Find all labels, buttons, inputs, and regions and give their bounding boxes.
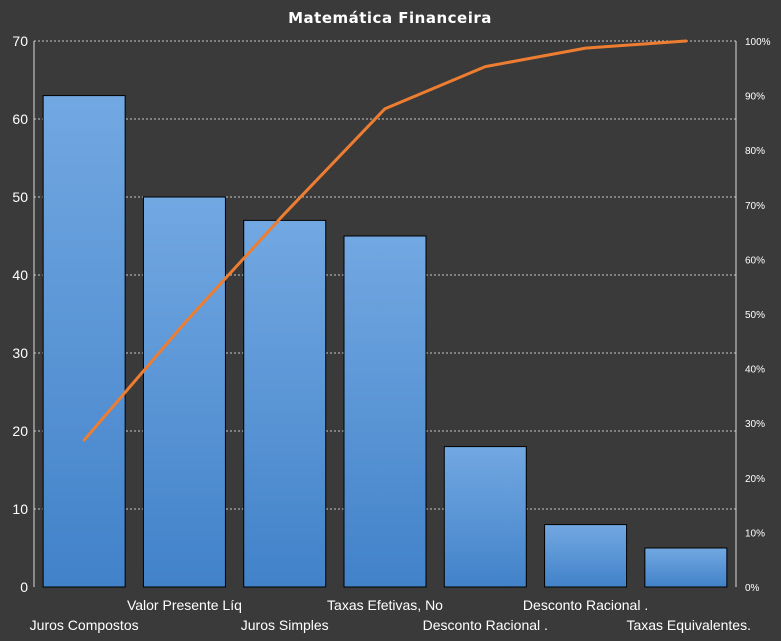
- left-axis-tick-label: 40: [12, 267, 28, 283]
- right-axis-tick-label: 80%: [745, 146, 765, 157]
- left-axis-ticks: 0 10 20 30 40 50 60 70: [12, 33, 28, 595]
- category-label: Taxas Equivalentes.: [626, 617, 751, 633]
- bar: [243, 219, 327, 588]
- cumulative-line: [82, 39, 688, 442]
- left-axis-tick-label: 70: [12, 33, 28, 49]
- left-axis-tick-label: 10: [12, 501, 28, 517]
- bar: [343, 235, 427, 588]
- cumulative-line-series: [82, 39, 688, 442]
- left-axis-tick-label: 60: [12, 111, 28, 127]
- category-label: Taxas Efetivas, No: [327, 597, 443, 613]
- right-axis-tick-label: 50%: [745, 310, 765, 321]
- category-label: Desconto Racional .: [423, 617, 548, 633]
- right-axis-tick-label: 30%: [745, 419, 765, 430]
- chart-title: Matemática Financeira: [288, 9, 492, 27]
- left-axis-tick-label: 20: [12, 423, 28, 439]
- right-axis-tick-label: 20%: [745, 474, 765, 485]
- bar: [42, 95, 126, 588]
- category-label: Desconto Racional .: [523, 597, 648, 613]
- bar: [142, 196, 226, 588]
- category-labels: Juros Compostos Valor Presente Líq Juros S…: [30, 597, 751, 633]
- left-axis-tick-label: 50: [12, 189, 28, 205]
- category-label: Valor Presente Líq: [127, 597, 242, 613]
- bar: [443, 446, 527, 588]
- right-axis-tick-label: 40%: [745, 365, 765, 376]
- bar: [644, 547, 728, 588]
- right-axis-tick-label: 10%: [745, 528, 765, 539]
- right-axis-tick-label: 90%: [745, 92, 765, 103]
- left-axis-tick-label: 0: [20, 579, 28, 595]
- right-axis-tick-label: 70%: [745, 201, 765, 212]
- left-axis-tick-label: 30: [12, 345, 28, 361]
- category-label: Juros Compostos: [30, 617, 139, 633]
- right-axis-tick-label: 60%: [745, 255, 765, 266]
- right-axis-tick-label: 100%: [745, 37, 771, 48]
- bar: [544, 524, 628, 588]
- right-axis-ticks: 0% 10% 20% 30% 40% 50% 60% 70% 80% 90% 100%: [745, 37, 771, 594]
- category-label: Juros Simples: [241, 617, 329, 633]
- right-axis-tick-label: 0%: [745, 583, 760, 594]
- bar-series: [42, 95, 728, 588]
